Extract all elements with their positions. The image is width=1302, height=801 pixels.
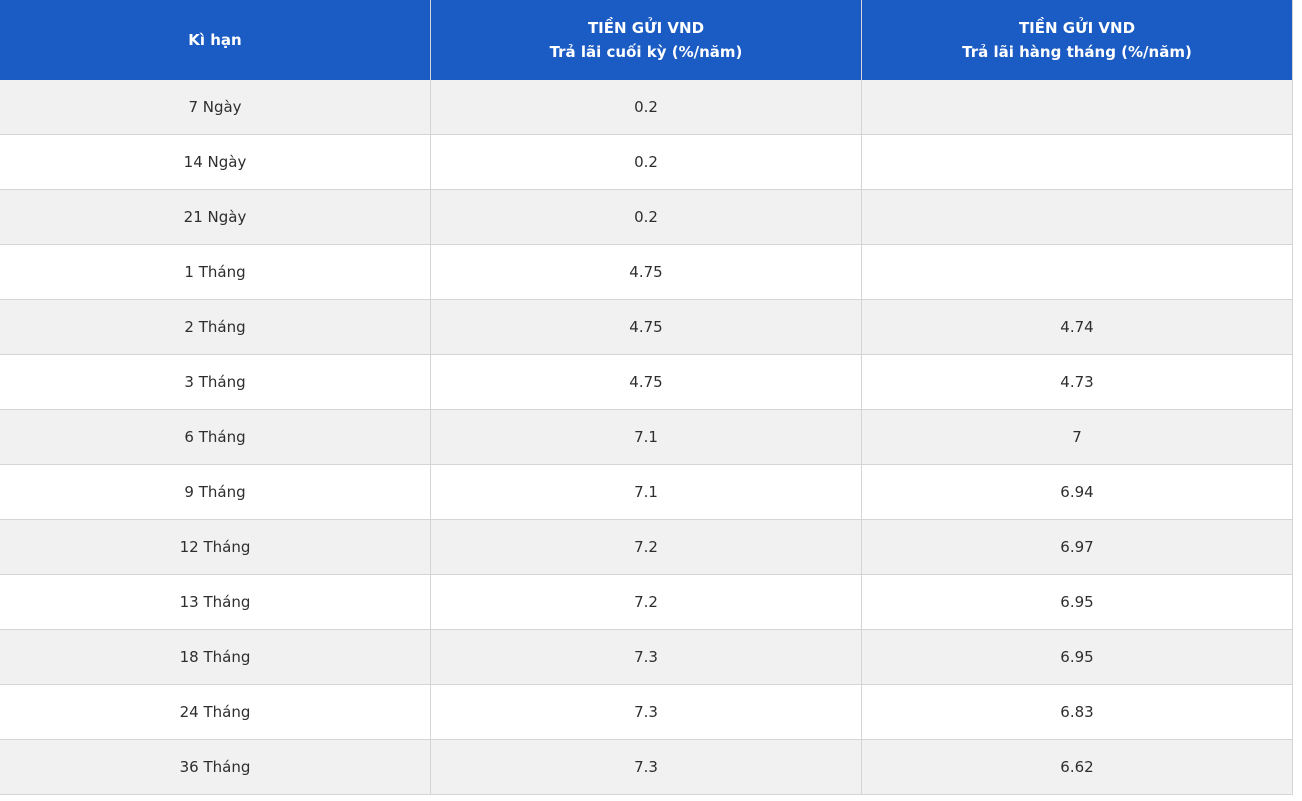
end-of-term-rate-cell: 0.2 bbox=[431, 135, 862, 189]
term-cell: 24 Tháng bbox=[0, 685, 431, 739]
term-cell: 2 Tháng bbox=[0, 300, 431, 354]
table-row: 7 Ngày 0.2 bbox=[0, 80, 1293, 135]
term-cell: 21 Ngày bbox=[0, 190, 431, 244]
header-monthly-line1: TIỀN GỬI VND bbox=[1018, 19, 1136, 37]
monthly-rate-cell: 7 bbox=[862, 410, 1293, 464]
term-cell: 3 Tháng bbox=[0, 355, 431, 409]
header-monthly-line2: Trả lãi hàng tháng (%/năm) bbox=[962, 43, 1192, 61]
header-cell-end-of-term: TIỀN GỬI VND Trả lãi cuối kỳ (%/năm) bbox=[431, 0, 862, 80]
term-cell: 18 Tháng bbox=[0, 630, 431, 684]
table-row: 21 Ngày 0.2 bbox=[0, 190, 1293, 245]
table-row: 9 Tháng 7.1 6.94 bbox=[0, 465, 1293, 520]
monthly-rate-cell: 6.95 bbox=[862, 630, 1293, 684]
end-of-term-rate-cell: 7.3 bbox=[431, 740, 862, 794]
term-cell: 1 Tháng bbox=[0, 245, 431, 299]
monthly-rate-cell bbox=[862, 190, 1293, 244]
end-of-term-rate-cell: 0.2 bbox=[431, 80, 862, 134]
table-row: 12 Tháng 7.2 6.97 bbox=[0, 520, 1293, 575]
term-cell: 12 Tháng bbox=[0, 520, 431, 574]
end-of-term-rate-cell: 7.1 bbox=[431, 410, 862, 464]
end-of-term-rate-cell: 7.2 bbox=[431, 520, 862, 574]
table-row: 6 Tháng 7.1 7 bbox=[0, 410, 1293, 465]
monthly-rate-cell: 4.74 bbox=[862, 300, 1293, 354]
table-row: 36 Tháng 7.3 6.62 bbox=[0, 740, 1293, 795]
header-end-of-term-line2: Trả lãi cuối kỳ (%/năm) bbox=[549, 43, 743, 61]
term-cell: 13 Tháng bbox=[0, 575, 431, 629]
monthly-rate-cell: 6.83 bbox=[862, 685, 1293, 739]
term-cell: 14 Ngày bbox=[0, 135, 431, 189]
term-cell: 36 Tháng bbox=[0, 740, 431, 794]
table-row: 1 Tháng 4.75 bbox=[0, 245, 1293, 300]
header-cell-monthly: TIỀN GỬI VND Trả lãi hàng tháng (%/năm) bbox=[862, 0, 1293, 80]
table-row: 13 Tháng 7.2 6.95 bbox=[0, 575, 1293, 630]
end-of-term-rate-cell: 4.75 bbox=[431, 300, 862, 354]
end-of-term-rate-cell: 7.3 bbox=[431, 685, 862, 739]
header-cell-term: Kì hạn bbox=[0, 0, 431, 80]
table-row: 24 Tháng 7.3 6.83 bbox=[0, 685, 1293, 740]
monthly-rate-cell: 4.73 bbox=[862, 355, 1293, 409]
term-cell: 9 Tháng bbox=[0, 465, 431, 519]
table-row: 14 Ngày 0.2 bbox=[0, 135, 1293, 190]
monthly-rate-cell: 6.95 bbox=[862, 575, 1293, 629]
end-of-term-rate-cell: 0.2 bbox=[431, 190, 862, 244]
table-row: 18 Tháng 7.3 6.95 bbox=[0, 630, 1293, 685]
monthly-rate-cell bbox=[862, 80, 1293, 134]
monthly-rate-cell: 6.62 bbox=[862, 740, 1293, 794]
end-of-term-rate-cell: 4.75 bbox=[431, 245, 862, 299]
end-of-term-rate-cell: 7.2 bbox=[431, 575, 862, 629]
table-header-row: Kì hạn TIỀN GỬI VND Trả lãi cuối kỳ (%/n… bbox=[0, 0, 1293, 80]
term-cell: 6 Tháng bbox=[0, 410, 431, 464]
table-row: 3 Tháng 4.75 4.73 bbox=[0, 355, 1293, 410]
monthly-rate-cell bbox=[862, 135, 1293, 189]
header-end-of-term-line1: TIỀN GỬI VND bbox=[587, 19, 705, 37]
monthly-rate-cell: 6.94 bbox=[862, 465, 1293, 519]
table-row: 2 Tháng 4.75 4.74 bbox=[0, 300, 1293, 355]
end-of-term-rate-cell: 7.3 bbox=[431, 630, 862, 684]
term-cell: 7 Ngày bbox=[0, 80, 431, 134]
end-of-term-rate-cell: 7.1 bbox=[431, 465, 862, 519]
end-of-term-rate-cell: 4.75 bbox=[431, 355, 862, 409]
monthly-rate-cell bbox=[862, 245, 1293, 299]
monthly-rate-cell: 6.97 bbox=[862, 520, 1293, 574]
header-term-label: Kì hạn bbox=[188, 31, 242, 49]
